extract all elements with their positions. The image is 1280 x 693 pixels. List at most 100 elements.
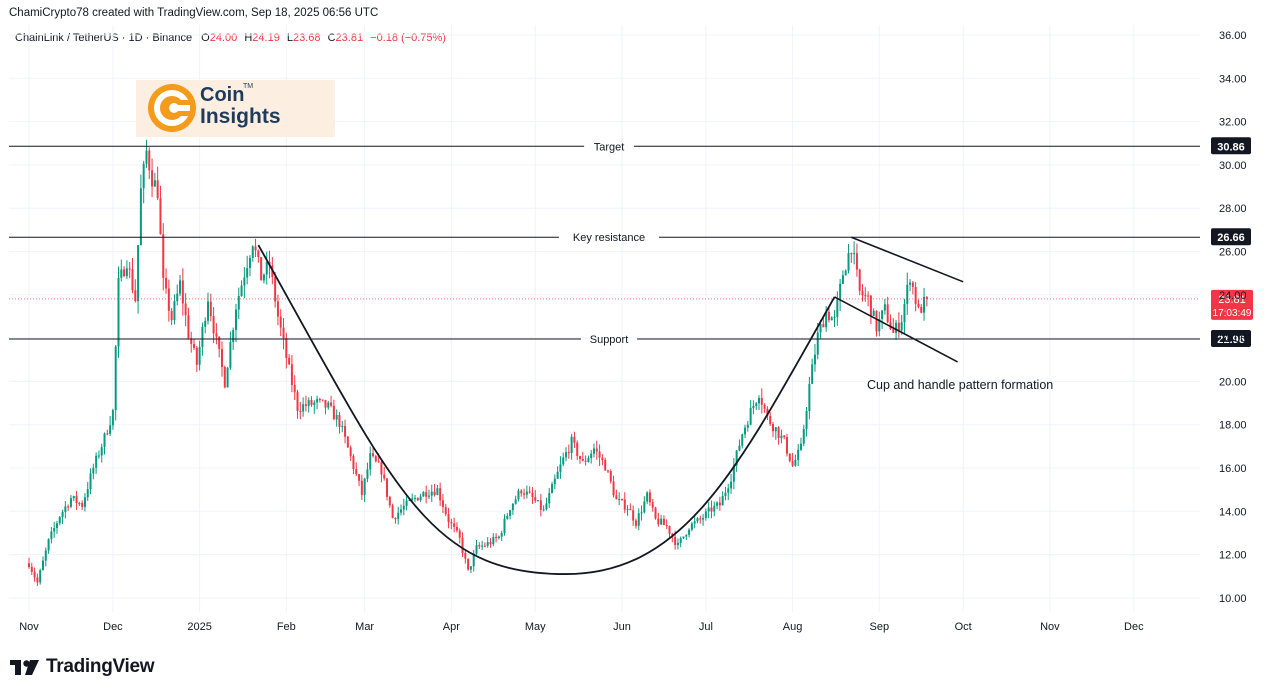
- candle-body: [430, 491, 433, 496]
- candle-body: [514, 499, 517, 504]
- candle-body: [811, 364, 814, 384]
- candle-body: [246, 268, 249, 278]
- candle-body: [760, 397, 763, 405]
- candle-body: [290, 364, 293, 385]
- candle-body: [690, 523, 693, 530]
- candle-body: [304, 404, 307, 406]
- candle-body: [444, 507, 447, 515]
- coin-insights-logo: Coin Insights TM: [136, 80, 335, 137]
- candle-body: [869, 295, 872, 316]
- candle-body: [637, 513, 640, 526]
- candle-body: [134, 290, 137, 302]
- candle-body: [179, 280, 182, 294]
- candle-body: [676, 542, 679, 546]
- candle-body: [86, 489, 89, 498]
- candle-body: [520, 490, 523, 494]
- candle-body: [388, 496, 391, 506]
- candle-body: [830, 317, 833, 321]
- level-price-tag: [1211, 329, 1251, 347]
- candle-body: [369, 453, 372, 470]
- candle-body: [612, 481, 615, 496]
- candle-body: [148, 150, 151, 171]
- candle-body: [145, 150, 148, 164]
- price-axis: 10.00 12.00 14.00 16.00 18.00 20.00 22.00 24.00…: [1219, 30, 1247, 605]
- candle-body: [453, 523, 456, 527]
- candle-body: [472, 553, 475, 567]
- candle-body: [47, 539, 50, 551]
- candle-body: [159, 198, 162, 235]
- candle-body: [827, 311, 830, 321]
- candle-body: [30, 567, 33, 572]
- candle-body: [579, 456, 582, 459]
- candle-body: [310, 400, 313, 405]
- price-tick-label: 30.00: [1219, 160, 1247, 172]
- candle-body: [405, 500, 408, 506]
- candle-body: [783, 435, 786, 438]
- candle-body: [727, 488, 730, 493]
- candle-body: [223, 367, 226, 388]
- candle-body: [293, 384, 296, 393]
- candle-body: [542, 509, 545, 511]
- candle-body: [861, 290, 864, 296]
- candle-body: [562, 457, 565, 465]
- candle-body: [170, 310, 173, 321]
- candle-body: [201, 326, 204, 347]
- candle-body: [531, 492, 534, 498]
- candle-body: [374, 456, 377, 462]
- candle-body: [151, 170, 154, 187]
- candle-body: [408, 499, 411, 501]
- candle-body: [137, 245, 140, 302]
- time-tick-label: Apr: [443, 621, 460, 633]
- candle-body: [903, 303, 906, 323]
- pattern-drawings: [257, 236, 964, 575]
- current-price-value: 23.81: [1218, 294, 1246, 306]
- candle-body: [914, 286, 917, 304]
- candle-body: [581, 458, 584, 461]
- level-price-tag: [1211, 137, 1251, 155]
- candle-body: [883, 304, 886, 311]
- candle-body: [797, 449, 800, 460]
- candle-body: [366, 469, 369, 479]
- candle-body: [679, 538, 682, 543]
- candle-body: [167, 288, 170, 311]
- time-tick-label: Sep: [869, 621, 889, 633]
- level-label: Support: [590, 334, 629, 346]
- candle-body: [92, 467, 95, 474]
- candle-body: [534, 497, 537, 501]
- candle-body: [839, 283, 842, 300]
- candle-body: [288, 357, 291, 365]
- candle-body: [629, 509, 632, 511]
- candle-body: [279, 316, 282, 328]
- candle-body: [139, 188, 142, 246]
- candle-body: [822, 324, 825, 328]
- candle-body: [318, 399, 321, 401]
- candle-body: [573, 436, 576, 443]
- candle-body: [841, 275, 844, 284]
- tradingview-wordmark: TradingView: [46, 656, 155, 677]
- candle-body: [634, 520, 637, 526]
- candle-body: [248, 257, 251, 269]
- level-price-tag: [1211, 228, 1251, 246]
- candle-body: [81, 503, 84, 507]
- chart-credit: ChamiCrypto78 created with TradingView.c…: [9, 7, 379, 19]
- candle-body: [173, 301, 176, 321]
- candle-body: [72, 496, 75, 499]
- candle-body: [598, 451, 601, 458]
- candle-body: [886, 304, 889, 323]
- price-tick-label: 18.00: [1219, 420, 1247, 432]
- candle-body: [892, 328, 895, 333]
- candle-body: [878, 318, 881, 332]
- candle-body: [64, 506, 67, 512]
- logo-wordmark: Coin Insights: [200, 84, 281, 128]
- candle-body: [738, 445, 741, 451]
- candle-body: [657, 518, 660, 525]
- candle-body: [551, 484, 554, 494]
- candle-body: [601, 457, 604, 460]
- candle-body: [83, 497, 86, 507]
- candle-body: [372, 453, 375, 457]
- candle-body: [674, 536, 677, 546]
- candle-body: [746, 424, 749, 428]
- candle-body: [766, 408, 769, 416]
- time-axis: Nov Dec 2025 Feb Mar Apr May Jun Jul Aug Sep Oct Nov…: [19, 621, 1144, 633]
